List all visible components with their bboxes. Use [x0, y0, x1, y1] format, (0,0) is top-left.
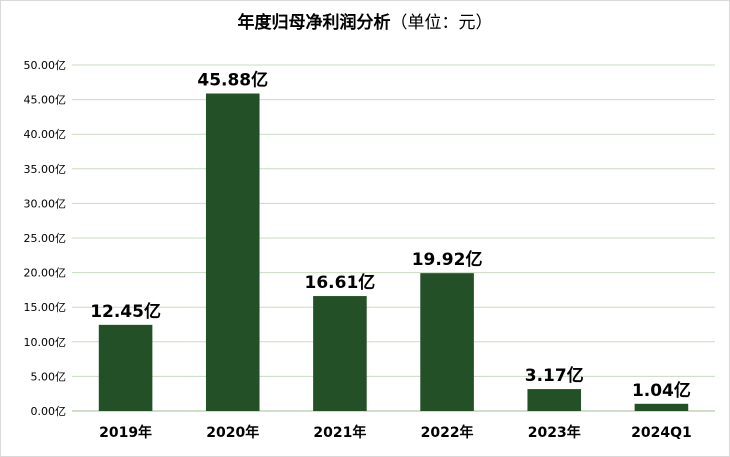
x-axis-ticks: 2019年 2020年 2021年 2022年 2023年 2024Q1	[99, 424, 692, 441]
y-tick-label: 30.00亿	[24, 197, 67, 210]
x-tick-label: 2019年	[99, 424, 152, 441]
x-tick-label: 2020年	[206, 424, 259, 441]
x-tick-label: 2023年	[528, 424, 581, 441]
data-label: 12.45亿	[90, 301, 161, 322]
bar	[420, 273, 474, 411]
bar	[98, 324, 153, 411]
y-tick-label: 35.00亿	[24, 163, 67, 176]
gridlines	[72, 64, 715, 412]
chart-unit-label: （单位：元）	[390, 13, 493, 33]
chart-title: 年度归母净利润分析（单位：元）	[0, 8, 730, 33]
bar	[205, 93, 260, 411]
y-tick-label: 50.00亿	[24, 59, 67, 72]
y-tick-label: 20.00亿	[24, 267, 67, 280]
x-tick-label: 2024Q1	[631, 425, 692, 441]
data-label: 3.17亿	[525, 365, 584, 386]
y-tick-label: 15.00亿	[24, 301, 67, 314]
chart-title-text: 年度归母净利润分析	[237, 13, 391, 33]
data-label: 16.61亿	[305, 272, 376, 293]
y-tick-label: 5.00亿	[31, 370, 67, 383]
y-tick-label: 25.00亿	[24, 232, 67, 245]
y-tick-label: 0.00亿	[31, 405, 67, 418]
data-label: 1.04亿	[632, 380, 691, 401]
bar	[634, 403, 689, 411]
x-tick-label: 2021年	[313, 424, 366, 441]
x-tick-label: 2022年	[421, 424, 474, 441]
bar	[313, 296, 367, 411]
y-tick-label: 10.00亿	[24, 336, 67, 349]
y-tick-label: 45.00亿	[24, 94, 67, 107]
bars	[98, 93, 689, 411]
data-labels: 12.45亿 45.88亿 16.61亿 19.92亿 3.17亿 1.04亿	[90, 70, 691, 401]
data-label: 19.92亿	[412, 249, 483, 270]
data-label: 45.88亿	[197, 70, 268, 91]
y-axis-ticks: 0.00亿 5.00亿 10.00亿 15.00亿 20.00亿 25.00亿 30.00亿…	[24, 59, 67, 418]
y-tick-label: 40.00亿	[24, 128, 67, 141]
bar	[527, 389, 582, 411]
